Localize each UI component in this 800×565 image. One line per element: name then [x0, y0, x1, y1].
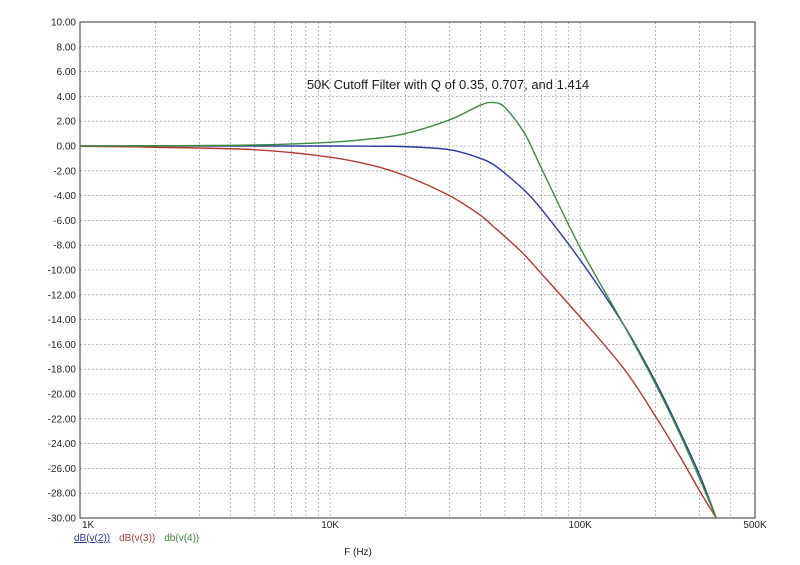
y-tick-label: -2.00 — [53, 166, 76, 177]
y-tick-label: -30.00 — [48, 514, 77, 525]
grid — [79, 21, 756, 519]
y-tick-label: -8.00 — [53, 241, 76, 252]
y-tick-label: 8.00 — [57, 42, 77, 53]
y-tick-label: -22.00 — [48, 414, 77, 425]
y-tick-label: -4.00 — [53, 191, 76, 202]
series-line-db-v-3- — [79, 145, 717, 519]
y-tick-label: -16.00 — [48, 340, 77, 351]
y-tick-label: -26.00 — [48, 464, 77, 475]
y-tick-label: 6.00 — [57, 67, 77, 78]
legend-entry: dB(v(2)) — [74, 533, 110, 544]
legend-entry: dB(v(3)) — [119, 533, 155, 544]
series-line-db-v-4- — [79, 101, 717, 519]
y-tick-label: 0.00 — [57, 142, 77, 153]
y-tick-label: -20.00 — [48, 390, 77, 401]
y-tick-label: -28.00 — [48, 489, 77, 500]
y-tick-label: 2.00 — [57, 117, 77, 128]
y-tick-label: -24.00 — [48, 439, 77, 450]
y-tick-label: -6.00 — [53, 216, 76, 227]
x-axis-ticks: 1K 10K 100K 500K — [82, 520, 767, 531]
plot-frame — [79, 21, 756, 519]
x-tick-label: 10K — [321, 520, 339, 531]
y-tick-label: -14.00 — [48, 315, 77, 326]
series-line-db-v-2- — [80, 145, 717, 519]
legend: dB(v(2)) dB(v(3)) db(v(4)) — [74, 533, 199, 544]
y-axis-ticks: 10.00 8.00 6.00 4.00 2.00 0.00 -2.00 -4.00 -6.00… — [48, 18, 77, 525]
y-tick-label: -10.00 — [48, 266, 77, 277]
y-tick-label: -12.00 — [48, 290, 77, 301]
x-axis-label: F (Hz) — [344, 547, 372, 558]
chart-title: 50K Cutoff Filter with Q of 0.35, 0.707,… — [307, 77, 589, 92]
y-tick-label: 10.00 — [51, 18, 76, 29]
legend-entry: db(v(4)) — [164, 533, 199, 544]
y-tick-label: -18.00 — [48, 365, 77, 376]
series-lines — [79, 101, 717, 519]
x-tick-label: 100K — [569, 520, 593, 531]
x-tick-label: 1K — [82, 520, 95, 531]
y-tick-label: 4.00 — [57, 92, 77, 103]
plot-border — [79, 21, 756, 519]
x-tick-label: 500K — [743, 520, 767, 531]
